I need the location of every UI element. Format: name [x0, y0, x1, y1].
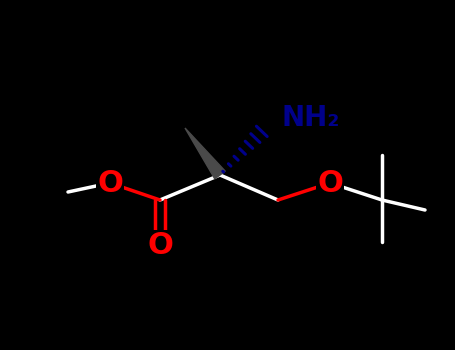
Text: NH₂: NH₂ [282, 104, 340, 132]
Text: O: O [97, 168, 123, 197]
Polygon shape [185, 128, 225, 179]
Text: O: O [147, 231, 173, 260]
Text: O: O [317, 168, 343, 197]
